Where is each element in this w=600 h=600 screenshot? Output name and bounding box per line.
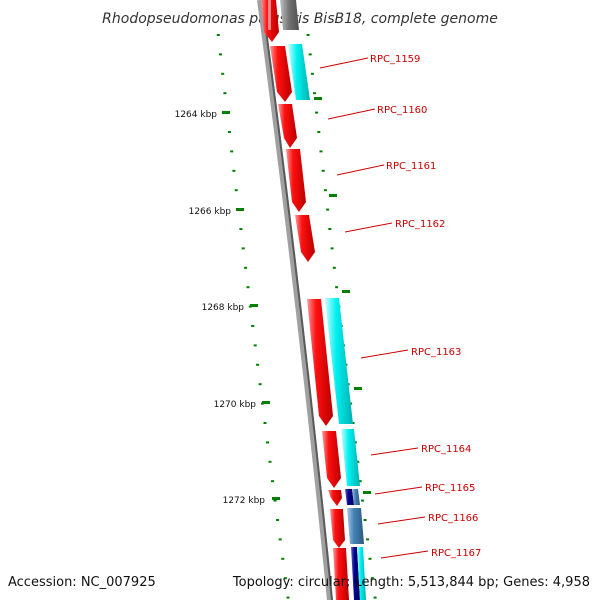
minor-tick: [308, 53, 312, 56]
scale-tick-mark: [222, 111, 230, 114]
minor-tick: [232, 169, 236, 172]
minor-tick: [358, 480, 362, 483]
minor-tick: [366, 538, 370, 541]
gene-label[interactable]: RPC_1166: [428, 513, 478, 524]
minor-tick: [268, 460, 272, 463]
minor-tick: [256, 363, 260, 366]
minor-tick: [281, 557, 285, 560]
minor-tick: [227, 131, 231, 133]
gene-label[interactable]: RPC_1159: [370, 54, 420, 65]
minor-tick: [328, 228, 332, 230]
scale-tick-mark: [272, 497, 280, 500]
gene-label[interactable]: RPC_1162: [395, 219, 445, 230]
minor-tick: [323, 189, 327, 192]
minor-tick: [286, 596, 290, 599]
minor-tick: [263, 422, 267, 424]
scale-tick-mark: [262, 401, 270, 404]
minor-tick: [283, 577, 287, 580]
tick-ring-left: [216, 34, 290, 599]
minor-tick: [246, 286, 250, 289]
gene-feature-rpc-1167[interactable]: [333, 547, 366, 600]
minor-tick: [241, 247, 245, 250]
scale-tick-label: 1272 kbp: [223, 496, 266, 506]
minor-tick: [276, 519, 280, 521]
minor-tick: [335, 286, 339, 289]
minor-tick: [315, 111, 319, 114]
minor-tick: [313, 92, 316, 95]
scale-ticks: 1264 kbp 1266 kbp 1268 kbp 1270 kbp 1272…: [175, 110, 280, 506]
scale-tick-label: 1266 kbp: [189, 207, 232, 217]
gene-feature-rpc-1163[interactable]: [307, 298, 353, 426]
minor-tick: [356, 460, 360, 463]
minor-tick: [234, 189, 238, 192]
minor-tick: [244, 266, 248, 269]
minor-tick: [371, 577, 374, 580]
gene-labels: RPC_1159 RPC_1160 RPC_1161 RPC_1162 RPC_…: [370, 54, 481, 559]
gene-feature-rpc-1160[interactable]: [278, 104, 297, 148]
gene-feature-rpc-1165[interactable]: [328, 489, 360, 506]
minor-tick: [326, 208, 330, 211]
gene-label[interactable]: RPC_1160: [377, 105, 427, 116]
minor-tick: [216, 34, 220, 36]
gene-feature-rpc-1159[interactable]: [270, 44, 310, 102]
minor-tick: [273, 499, 277, 502]
accession-text: Accession: NC_007925: [8, 575, 156, 590]
gene-label[interactable]: RPC_1165: [425, 483, 475, 494]
minor-tick: [221, 72, 225, 75]
minor-tick: [251, 325, 255, 327]
minor-tick: [271, 480, 274, 483]
minor-tick: [310, 72, 314, 75]
minor-tick: [368, 557, 372, 560]
genome-backbone: [257, 0, 333, 600]
gene-feature-rpc-1162[interactable]: [295, 215, 315, 262]
minor-tick: [319, 150, 323, 153]
minor-tick: [258, 383, 262, 386]
minor-tick: [321, 169, 325, 172]
label-leaders: [319, 57, 429, 559]
minor-tick: [317, 131, 321, 133]
gene-label[interactable]: RPC_1161: [386, 161, 436, 172]
minor-tick: [230, 150, 234, 153]
minor-tick: [306, 34, 310, 36]
scale-tick-label: 1264 kbp: [175, 110, 218, 120]
minor-tick: [278, 538, 282, 541]
minor-tick: [332, 266, 336, 269]
minor-tick: [266, 441, 269, 444]
gene-feature-rpc-1166[interactable]: [330, 508, 364, 548]
minor-tick: [330, 247, 334, 250]
gene-feature-rpc-1161[interactable]: [286, 149, 306, 212]
minor-tick: [351, 422, 355, 424]
minor-tick: [373, 596, 377, 599]
minor-tick: [223, 92, 227, 95]
map-title: Rhodopseudomonas palustris BisB18, compl…: [102, 11, 498, 27]
gene-feature-partial: [261, 0, 299, 42]
gene-label[interactable]: RPC_1167: [431, 548, 481, 559]
gene-label[interactable]: RPC_1164: [421, 444, 471, 455]
scale-tick-label: 1270 kbp: [214, 400, 257, 410]
topology-text: Topology: circular; Length: 5,513,844 bp…: [232, 575, 590, 590]
gene-feature-rpc-1164[interactable]: [322, 429, 360, 488]
minor-tick: [219, 53, 222, 56]
scale-tick-label: 1268 kbp: [202, 303, 245, 313]
gene-label[interactable]: RPC_1163: [411, 347, 461, 358]
minor-tick: [239, 228, 243, 230]
scale-ticks-right: [314, 97, 371, 494]
minor-tick: [253, 344, 257, 347]
scale-tick-mark: [250, 304, 258, 307]
minor-tick: [363, 519, 367, 521]
scale-tick-mark: [236, 208, 244, 211]
minor-tick: [361, 499, 365, 502]
